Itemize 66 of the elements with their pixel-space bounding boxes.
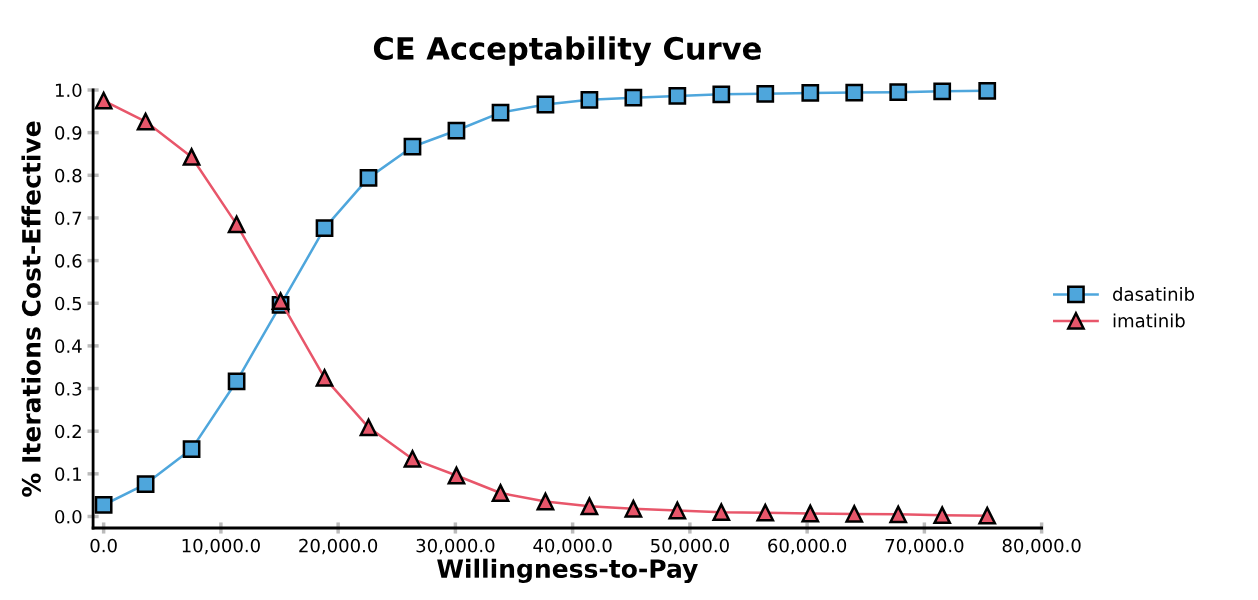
point: [801, 504, 820, 523]
point: [94, 496, 113, 514]
y-tick-label: 0.6: [55, 254, 82, 268]
point: [447, 466, 466, 485]
y-tick-label: 0.2: [55, 424, 81, 439]
y-tick-label: 0.8: [55, 168, 82, 183]
point: [801, 84, 820, 102]
point: [491, 103, 510, 122]
point: [624, 88, 643, 107]
point: [889, 505, 908, 524]
y-tick-label: 0.4: [55, 339, 82, 354]
point: [315, 368, 334, 387]
point: [933, 506, 952, 525]
point: [136, 475, 155, 493]
point: [315, 219, 334, 238]
point: [978, 81, 997, 100]
point: [403, 137, 422, 156]
x-tick-label: 10,000.0: [182, 538, 260, 555]
point: [182, 148, 201, 166]
x-tick-label: 50,000.0: [651, 538, 729, 555]
y-tick-label: 0.3: [55, 382, 82, 396]
point: [933, 82, 952, 101]
y-tick-label: 1.0: [55, 83, 82, 98]
point: [536, 492, 555, 511]
point: [136, 112, 155, 131]
point: [756, 503, 775, 522]
x-axis-title: Willingness-to-Pay: [437, 558, 698, 584]
legend-label: imatinib: [1113, 313, 1185, 328]
point: [668, 87, 687, 105]
x-tick-label: 20,000.0: [299, 538, 378, 555]
point: [271, 292, 290, 310]
point: [668, 501, 687, 520]
point: [94, 91, 113, 110]
x-tick-label: 60,000.0: [768, 538, 847, 555]
point: [580, 497, 599, 516]
x-tick-label: 40,000.0: [533, 538, 612, 555]
legend-label: dasatinib: [1113, 287, 1195, 301]
y-tick-label: 0.0: [55, 509, 82, 524]
point: [712, 85, 731, 104]
point: [845, 83, 864, 102]
x-tick-label: 0.0: [90, 538, 117, 553]
point: [227, 215, 246, 234]
point: [403, 450, 422, 468]
point: [712, 503, 731, 522]
point: [580, 90, 599, 109]
point: [756, 84, 775, 103]
point: [359, 168, 378, 187]
y-tick-label: 0.9: [55, 126, 82, 140]
y-tick-label: 0.7: [55, 211, 82, 226]
x-tick-label: 70,000.0: [885, 538, 964, 555]
point: [227, 372, 246, 391]
x-tick-label: 80,000.0: [1002, 538, 1081, 555]
point: [182, 440, 201, 458]
point: [845, 505, 864, 523]
point: [536, 95, 555, 114]
y-tick-label: 0.5: [55, 296, 82, 311]
chart-title: CE Acceptability Curve: [373, 36, 761, 67]
point: [359, 418, 378, 437]
point: [491, 484, 510, 502]
x-tick-label: 30,000.0: [416, 538, 495, 555]
y-axis-title: % Iterations Cost-Effective: [21, 121, 41, 497]
point: [889, 83, 908, 102]
point: [447, 121, 466, 140]
point: [624, 499, 643, 518]
y-tick-label: 0.1: [55, 467, 82, 481]
point: [978, 506, 997, 525]
